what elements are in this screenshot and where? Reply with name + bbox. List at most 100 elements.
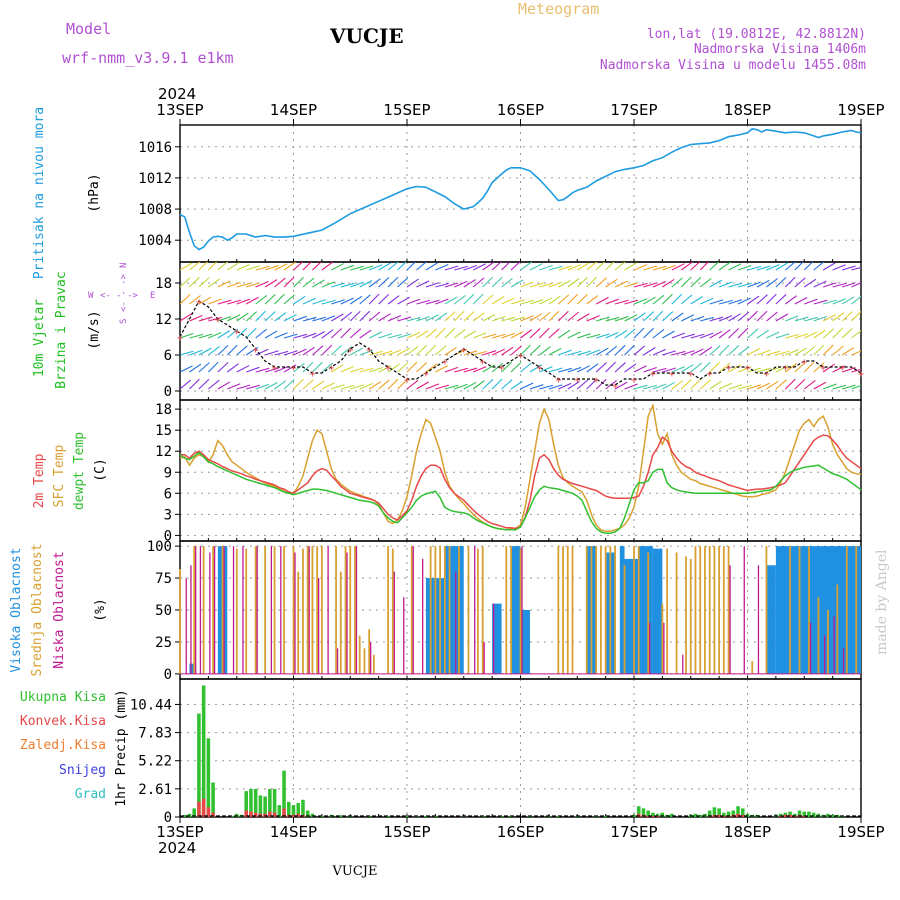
wind-speed-marker: + (612, 381, 618, 392)
wind-arrow (558, 279, 571, 288)
wind-arrow (283, 262, 296, 271)
temp-side-label: 2m Temp SFC Temp dewpt Temp (C) (32, 432, 108, 510)
wind-arrow (501, 297, 515, 305)
wind-arrow (747, 328, 759, 339)
wind-arrow (189, 262, 201, 271)
wind-arrow (189, 276, 200, 288)
wind-arrow (321, 382, 335, 390)
total-precip-bar (296, 802, 301, 817)
wind-arrow (652, 294, 665, 305)
wind-arrow (633, 365, 647, 373)
wind-arrow (416, 362, 428, 373)
wind-arrow (435, 282, 450, 288)
wind-arrow (454, 280, 468, 288)
wind-arrow (510, 279, 524, 288)
wind-arrow (473, 350, 487, 356)
total-precip-bar (830, 814, 835, 817)
wind-arrow (227, 299, 241, 305)
wind-arrow (681, 333, 695, 339)
wind-arrow (756, 382, 770, 390)
wind-arrow (416, 262, 427, 271)
wind-arrow (709, 330, 723, 339)
wind-arrow (813, 315, 828, 322)
elevation-label: Nadmorska Visina 1406m (694, 42, 866, 57)
wind-arrow (718, 299, 733, 305)
wind-arrow (454, 367, 468, 373)
wind-arrow (633, 312, 646, 322)
wind-arrow (813, 262, 825, 271)
cloud-name-3: Niska Oblacnost (52, 551, 67, 668)
conv-precip-bar (197, 801, 201, 817)
wind-arrow (180, 350, 194, 356)
wind-arrow (633, 264, 648, 271)
wind-arrow (520, 329, 533, 339)
wind-arrow (349, 328, 362, 339)
y-tick-label: 6 (164, 348, 172, 364)
wind-arrow (293, 262, 304, 271)
wind-arrow (576, 294, 588, 305)
wind-arrow (463, 293, 475, 305)
wind-arrow (510, 345, 522, 356)
wind-arrow (264, 330, 278, 339)
wind-speed-marker: + (517, 351, 523, 362)
wind-arrow (359, 265, 374, 271)
wind-arrow (189, 314, 203, 322)
wind-arrow (794, 378, 806, 390)
wind-arrow (775, 350, 790, 356)
wind-arrow (482, 379, 494, 390)
wind-speed-marker: + (574, 375, 580, 386)
wind-arrow (662, 367, 676, 373)
wind-arrow (387, 378, 399, 390)
conv-precip-bar (296, 813, 301, 817)
wind-arrow (841, 347, 855, 356)
model-elevation-label: Nadmorska Visina u modelu 1455.08m (600, 58, 866, 73)
wind-arrow (690, 296, 703, 305)
wind-speed-marker: + (290, 363, 296, 374)
wind-arrow (227, 383, 241, 390)
wind-speed-marker: + (858, 369, 864, 380)
wind-arrow (766, 264, 780, 271)
pressure-name: Pritisak na nivou mora (32, 107, 47, 279)
wind-arrow (567, 311, 579, 322)
wind-arrow (340, 264, 355, 271)
wind-arrow (368, 311, 381, 322)
wind-arrow (595, 378, 607, 390)
wind-arrow (548, 295, 561, 305)
wind-arrow (397, 347, 411, 356)
date-label-bottom: 17SEP (610, 823, 657, 841)
wind-arrow (435, 365, 449, 373)
wind-arrow (425, 383, 440, 390)
high-cloud-bar (766, 565, 776, 674)
wind-arrow (454, 265, 468, 271)
conv-precip-bar (258, 813, 263, 817)
wind-arrow (378, 350, 393, 356)
wind-arrow (501, 316, 516, 322)
wind-arrow (425, 328, 437, 339)
wind-arrow (699, 346, 713, 356)
wind-arrow (728, 263, 742, 271)
wind-arrow (737, 311, 750, 322)
wind-speed-marker: + (385, 363, 391, 374)
y-tick-label: 18 (155, 402, 172, 418)
wind-arrow (180, 365, 193, 373)
wind-arrow (472, 293, 484, 305)
wind-arrow (567, 264, 581, 271)
wind-arrow (246, 265, 260, 271)
wind-arrow (690, 348, 704, 356)
wind-arrow (803, 361, 815, 373)
wind-arrow (671, 263, 685, 271)
wind-arrow (331, 282, 345, 288)
wind-arrow (359, 294, 371, 305)
wind-arrow (680, 294, 693, 305)
wind-arrow (624, 314, 638, 322)
wind-unit: (m/s) (87, 310, 102, 349)
wind-arrow (709, 262, 720, 271)
wind-arrow (822, 328, 835, 339)
total-precip-bar (305, 810, 310, 817)
wind-arrow (785, 363, 797, 373)
wind-arrow (728, 327, 740, 339)
wind-arrow (208, 332, 222, 339)
wind-arrow (387, 349, 402, 356)
wind-arrow (397, 296, 411, 305)
wind-arrow (614, 299, 629, 305)
